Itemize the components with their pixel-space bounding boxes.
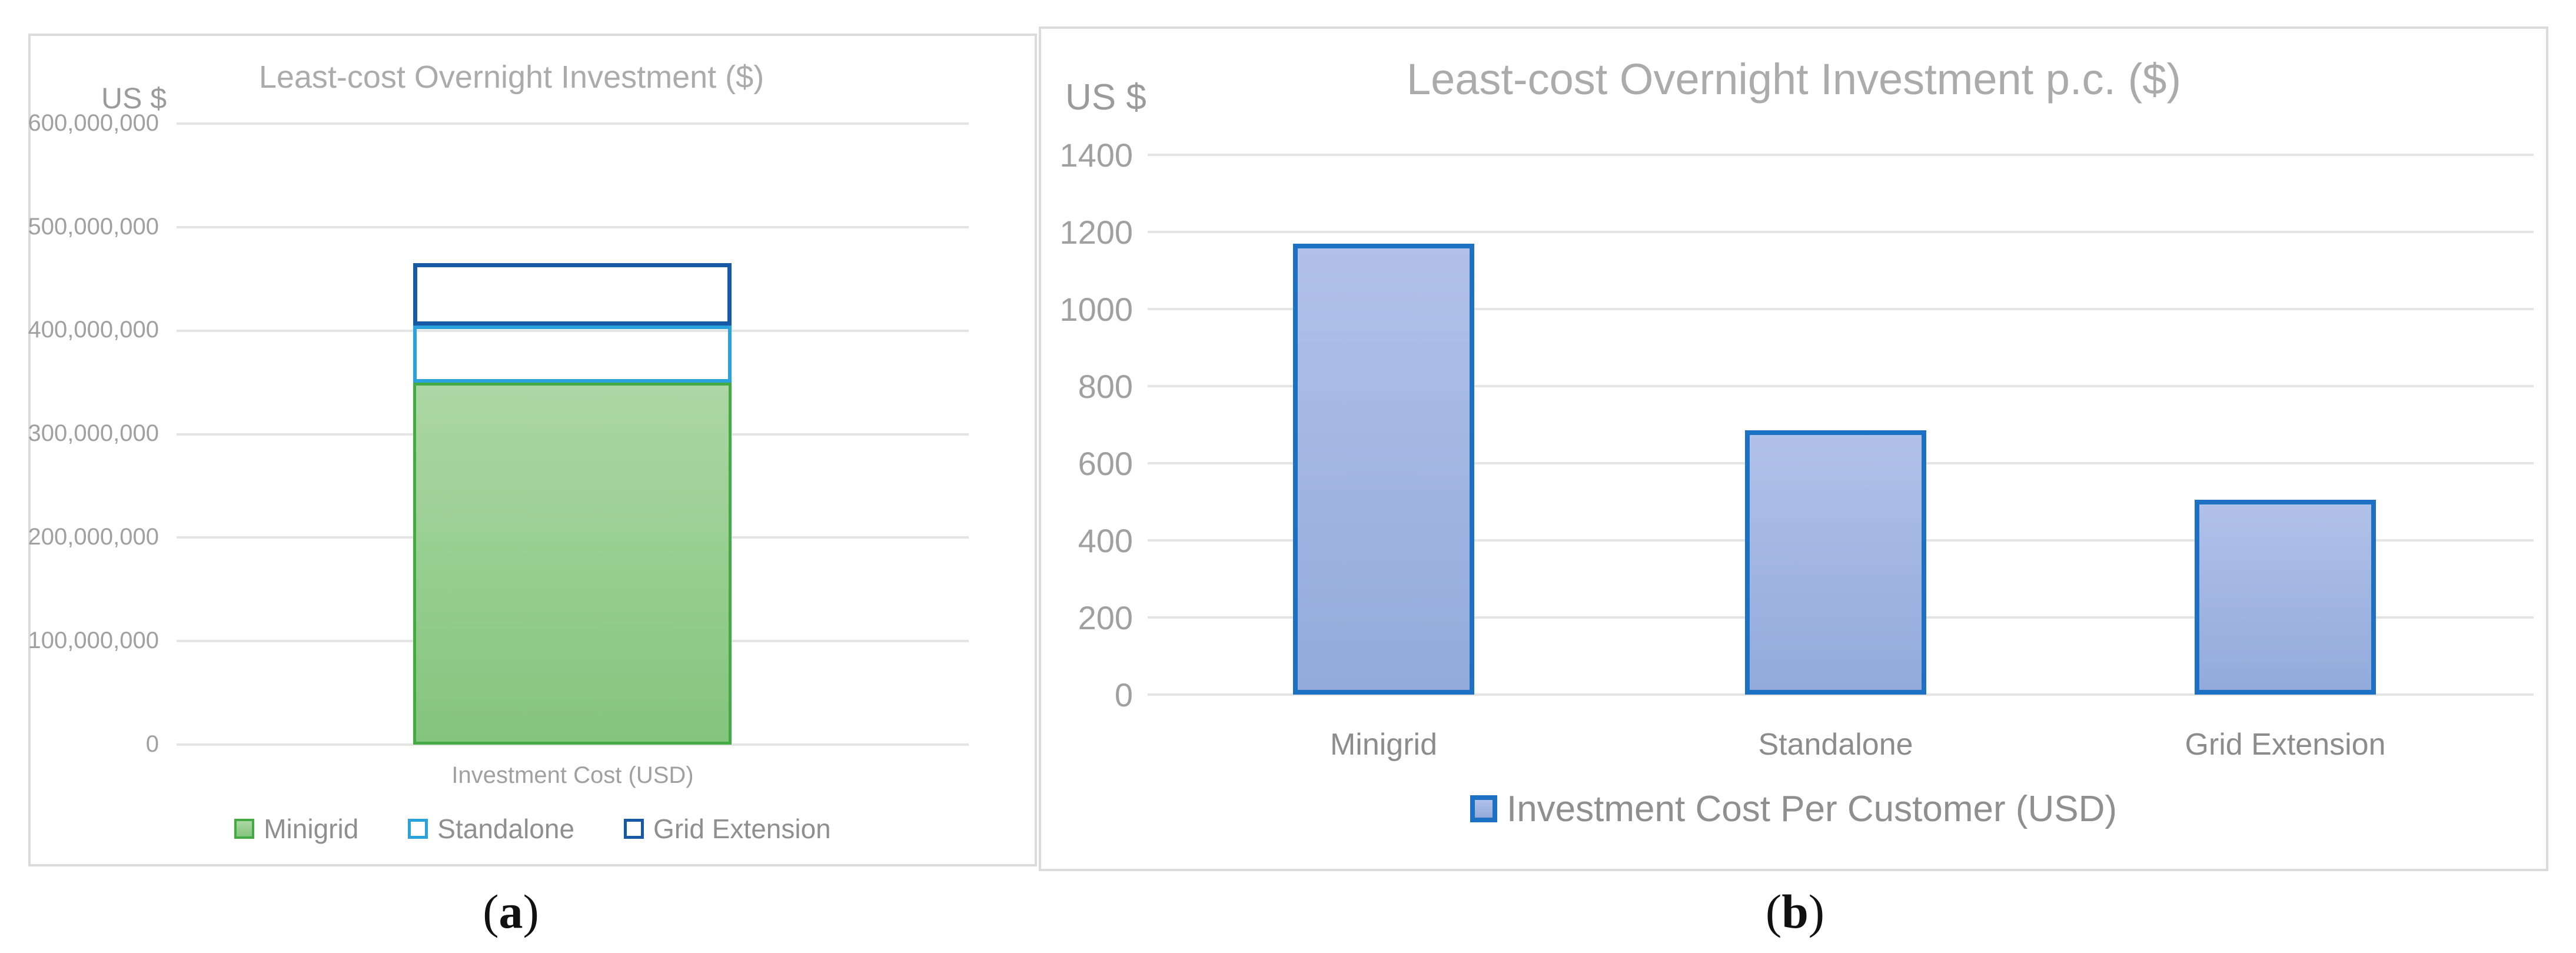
bar-grid-extension bbox=[2195, 500, 2376, 695]
caption-a-letter: a bbox=[498, 885, 523, 938]
caption-b-close-paren: ) bbox=[1808, 885, 1825, 938]
gridline bbox=[177, 225, 969, 228]
y-tick-label: 200 bbox=[1078, 599, 1133, 636]
y-tick-label: 500,000,000 bbox=[28, 213, 159, 240]
legend-label-grid-extension: Grid Extension bbox=[653, 813, 831, 844]
gridline bbox=[177, 329, 969, 332]
gridline bbox=[1148, 385, 2534, 387]
investment-per-customer-swatch-icon bbox=[1470, 795, 1497, 822]
chart-b-legend: Investment Cost Per Customer (USD) bbox=[1039, 789, 2548, 829]
caption-b-open-paren: ( bbox=[1765, 885, 1782, 938]
y-tick-label: 1000 bbox=[1059, 290, 1133, 328]
y-tick-label: 1400 bbox=[1059, 136, 1133, 174]
bar-minigrid bbox=[1293, 243, 1474, 695]
chart-b-y-axis-unit-label: US $ bbox=[1065, 77, 1146, 118]
bar-segment-standalone bbox=[413, 325, 732, 383]
bar-segment-grid-extension bbox=[413, 263, 732, 326]
subfigure-caption-a: (a) bbox=[393, 884, 629, 939]
x-category-label-grid-extension: Grid Extension bbox=[2185, 728, 2386, 762]
y-tick-label: 400 bbox=[1078, 522, 1133, 559]
x-category-label-standalone: Standalone bbox=[1758, 728, 1913, 762]
grid-extension-swatch-icon bbox=[624, 819, 644, 839]
minigrid-swatch-icon bbox=[234, 819, 255, 839]
y-tick-label: 1200 bbox=[1059, 213, 1133, 251]
legend-item-standalone: Standalone bbox=[408, 813, 574, 845]
standalone-swatch-icon bbox=[408, 819, 428, 839]
bar-segment-minigrid bbox=[413, 382, 732, 745]
caption-b-letter: b bbox=[1781, 885, 1809, 938]
legend-item-investment-per-customer: Investment Cost Per Customer (USD) bbox=[1470, 788, 2117, 830]
chart-a-legend: Minigrid Standalone Grid Extension bbox=[28, 813, 1037, 845]
gridline bbox=[1148, 308, 2534, 310]
chart-a-title: Least-cost Overnight Investment ($) bbox=[258, 59, 765, 95]
gridline bbox=[1148, 693, 2534, 696]
legend-item-minigrid: Minigrid bbox=[234, 813, 358, 845]
y-tick-label: 800 bbox=[1078, 367, 1133, 405]
legend-item-grid-extension: Grid Extension bbox=[624, 813, 831, 845]
subfigure-caption-b: (b) bbox=[1677, 884, 1913, 939]
y-tick-label: 600 bbox=[1078, 444, 1133, 482]
gridline bbox=[1148, 154, 2534, 156]
y-tick-label: 0 bbox=[1114, 676, 1133, 713]
gridline bbox=[1148, 231, 2534, 233]
y-tick-label: 100,000,000 bbox=[28, 627, 159, 653]
bar-standalone bbox=[1745, 430, 1926, 695]
gridline bbox=[177, 743, 969, 746]
legend-label-investment-per-customer: Investment Cost Per Customer (USD) bbox=[1506, 788, 2118, 829]
caption-a-open-paren: ( bbox=[483, 885, 499, 938]
gridline bbox=[177, 122, 969, 125]
caption-a-close-paren: ) bbox=[523, 885, 539, 938]
legend-label-standalone: Standalone bbox=[437, 813, 575, 844]
y-tick-label: 0 bbox=[145, 730, 159, 757]
chart-a-y-axis-unit-label: US $ bbox=[101, 82, 167, 115]
x-category-label-minigrid: Minigrid bbox=[1329, 728, 1438, 762]
chart-a-x-axis-label: Investment Cost (USD) bbox=[451, 762, 694, 788]
y-tick-label: 300,000,000 bbox=[28, 420, 159, 447]
legend-label-minigrid: Minigrid bbox=[264, 813, 359, 844]
y-tick-label: 600,000,000 bbox=[28, 109, 159, 136]
chart-b-title: Least-cost Overnight Investment p.c. ($) bbox=[1406, 55, 2182, 104]
y-tick-label: 400,000,000 bbox=[28, 317, 159, 343]
y-tick-label: 200,000,000 bbox=[28, 524, 159, 550]
